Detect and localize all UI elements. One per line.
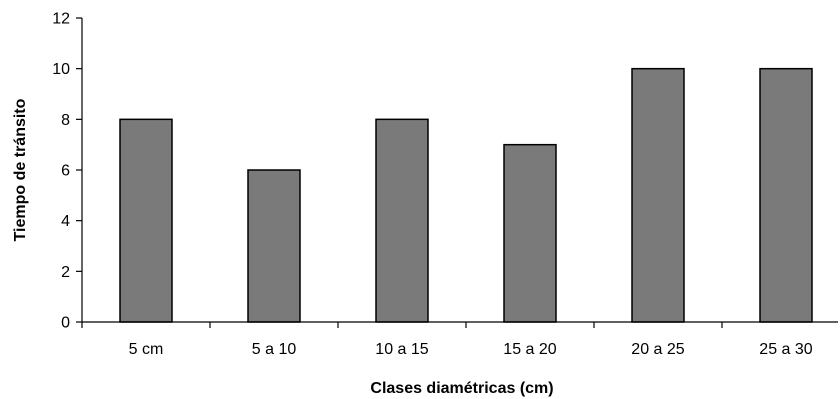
y-tick-label: 4 bbox=[61, 213, 70, 230]
x-tick-label: 5 a 10 bbox=[252, 341, 297, 358]
y-tick-label: 2 bbox=[61, 264, 70, 281]
x-axis-title: Clases diamétricas (cm) bbox=[370, 380, 553, 397]
y-tick-label: 6 bbox=[61, 163, 70, 180]
bar-1 bbox=[119, 118, 173, 323]
y-tick-label: 10 bbox=[52, 61, 70, 78]
bars bbox=[119, 67, 813, 323]
x-axis-ticks: 5 cm 5 a 10 10 a 15 15 a 20 20 a 25 25 a 30 bbox=[81, 322, 813, 358]
x-tick-label: 10 a 15 bbox=[375, 341, 428, 358]
bar-3 bbox=[375, 118, 429, 323]
bar-2 bbox=[247, 169, 301, 323]
y-tick-label: 8 bbox=[61, 112, 70, 129]
y-axis-title: Tiempo de tránsito bbox=[12, 98, 29, 241]
bar-5 bbox=[631, 67, 685, 323]
bar-6 bbox=[759, 67, 813, 323]
bar-4 bbox=[503, 143, 557, 323]
x-tick-label: 15 a 20 bbox=[503, 341, 556, 358]
x-tick-label: 5 cm bbox=[129, 341, 164, 358]
x-tick-label: 25 a 30 bbox=[759, 341, 812, 358]
y-axis-ticks: 0 2 4 6 8 10 12 bbox=[52, 11, 82, 332]
y-tick-label: 12 bbox=[52, 11, 70, 28]
x-tick-label: 20 a 25 bbox=[631, 341, 684, 358]
y-tick-label: 0 bbox=[61, 315, 70, 332]
